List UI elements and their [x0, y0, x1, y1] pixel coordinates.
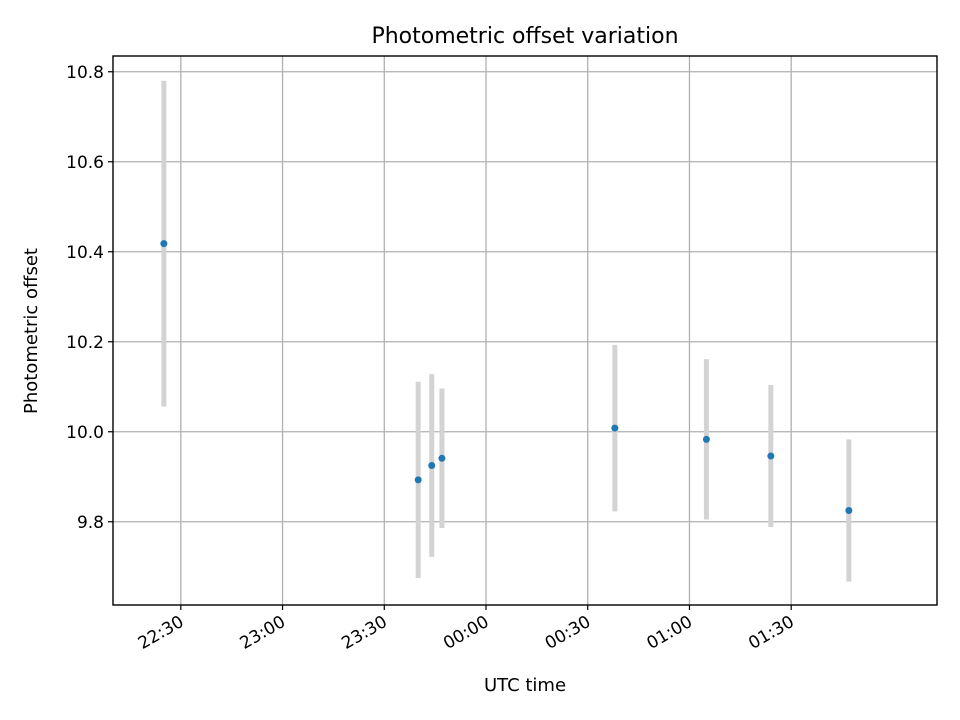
data-point [845, 507, 853, 514]
y-tick-label: 10.6 [66, 153, 104, 173]
y-axis-label: Photometric offset [21, 248, 42, 414]
data-points [160, 240, 853, 514]
x-tick-label: 22:30 [135, 612, 187, 654]
data-point [428, 462, 436, 469]
data-point [414, 476, 422, 484]
chart-title: Photometric offset variation [371, 24, 678, 49]
grid-lines [113, 56, 937, 605]
x-tick-label: 01:00 [644, 612, 696, 654]
x-tick-label: 00:30 [542, 612, 594, 654]
y-tick-label: 10.4 [66, 243, 104, 263]
x-tick-label: 23:00 [237, 612, 289, 654]
x-tick-label: 23:30 [338, 612, 390, 654]
data-point [767, 452, 775, 460]
error-bars [161, 80, 852, 582]
x-tick-label: 00:00 [440, 612, 492, 654]
x-tick-label: 01:30 [745, 612, 797, 654]
y-tick-label: 10.0 [66, 423, 104, 443]
x-axis: 22:30 23:00 23:30 00:00 00:30 01:00 01:30 [135, 605, 798, 654]
y-tick-label: 10.2 [66, 333, 104, 353]
data-point [702, 435, 710, 443]
data-point [160, 240, 168, 248]
x-axis-label: UTC time [484, 675, 566, 696]
y-tick-label: 9.8 [77, 513, 104, 533]
y-axis: 9.8 10.0 10.2 10.4 10.6 10.8 [66, 63, 113, 533]
data-point [611, 424, 619, 432]
y-tick-label: 10.8 [66, 63, 104, 83]
plot-frame [112, 55, 938, 606]
data-point [438, 454, 446, 462]
